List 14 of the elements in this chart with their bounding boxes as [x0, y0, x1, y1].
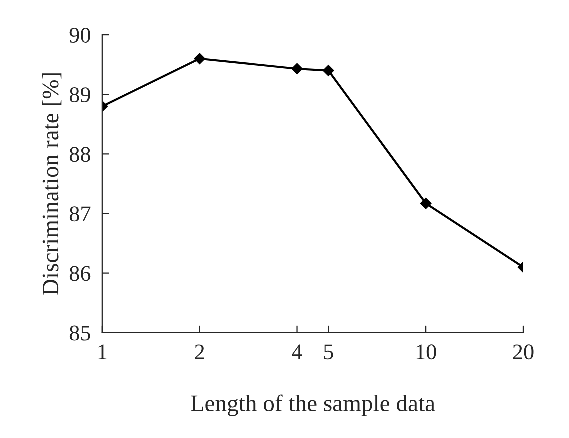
y-tick-label: 89 [70, 88, 90, 103]
x-tick-label: 10 [416, 344, 436, 360]
y-tick-label: 86 [70, 266, 91, 282]
x-tick-label: 4 [292, 344, 302, 360]
y-tick-label: 88 [70, 147, 90, 162]
y-tick-label: 90 [70, 28, 90, 43]
x-tick-label: 2 [195, 344, 204, 360]
x-tick-label: 5 [324, 344, 334, 360]
y-axis-title: Discrimination rate [%] [42, 74, 62, 296]
x-axis-title: Length of the sample data [191, 394, 436, 416]
y-tick-label: 87 [70, 206, 91, 222]
x-tick-label: 1 [98, 344, 107, 360]
y-tick-label: 85 [70, 326, 90, 341]
x-tick-label: 20 [513, 344, 534, 360]
